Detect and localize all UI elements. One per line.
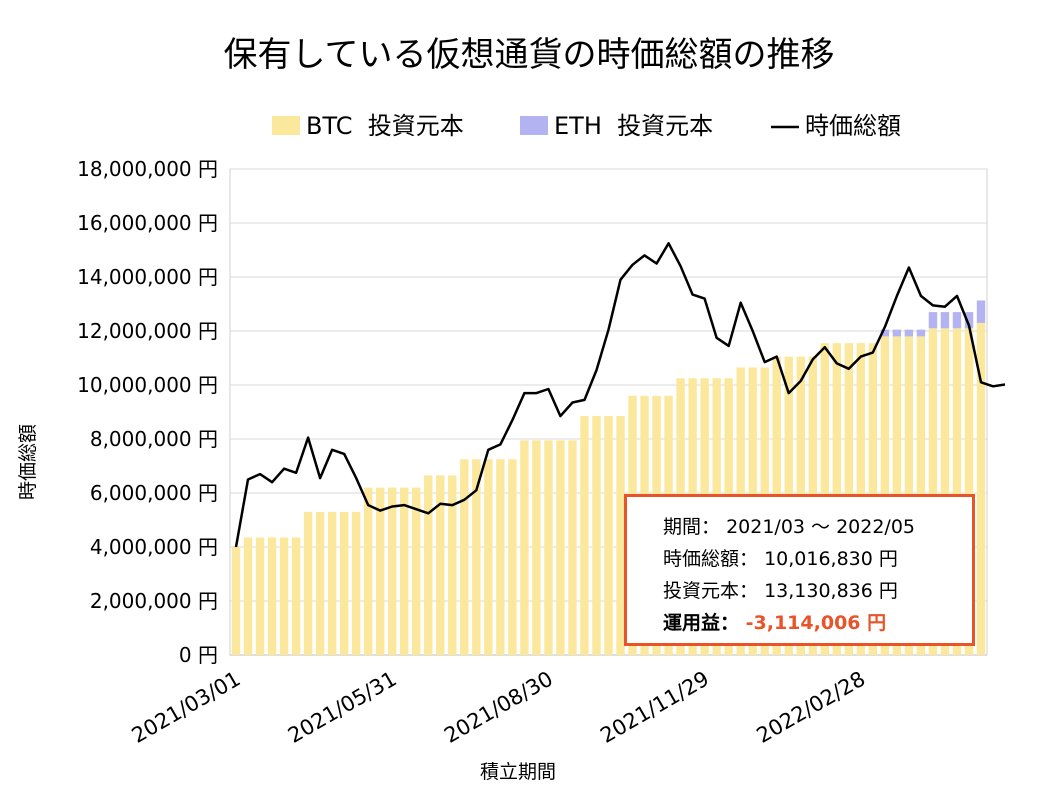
summary-period-label: 期間： bbox=[663, 516, 721, 538]
bar-btc bbox=[424, 475, 433, 655]
x-axis-ticks: 2021/03/01 2021/05/31 2021/08/30 2021/11/29… bbox=[128, 667, 870, 748]
summary-principal: 投資元本： 13,130,836 円 bbox=[663, 575, 972, 607]
legend-label-btc: BTC 投資元本 bbox=[306, 112, 464, 140]
y-tick-label: 0 円 bbox=[179, 643, 218, 667]
y-tick-label: 12,000,000 円 bbox=[77, 319, 218, 343]
bar-btc bbox=[952, 328, 962, 655]
bar-btc bbox=[532, 440, 541, 655]
x-axis-label: 積立期間 bbox=[480, 761, 556, 783]
bar-btc bbox=[520, 440, 529, 655]
bar-btc bbox=[351, 511, 361, 655]
bar-eth bbox=[964, 312, 974, 329]
x-tick-label: 2021/05/31 bbox=[284, 667, 401, 748]
bar-eth bbox=[976, 300, 986, 323]
summary-period-value: 2021/03 ～ 2022/05 bbox=[726, 516, 916, 538]
bar-eth bbox=[952, 312, 962, 329]
chart-title: 保有している仮想通貨の時価総額の推移 bbox=[224, 35, 835, 75]
bar-btc bbox=[556, 440, 565, 655]
y-tick-label: 10,000,000 円 bbox=[77, 373, 218, 397]
legend: BTC 投資元本 ETH 投資元本 時価総額 bbox=[272, 112, 901, 140]
bar-btc bbox=[436, 475, 445, 655]
bar-btc bbox=[412, 487, 421, 655]
bar-eth bbox=[880, 329, 890, 337]
x-tick-label: 2021/11/29 bbox=[596, 667, 713, 748]
bar-eth bbox=[928, 312, 938, 329]
bar-btc bbox=[315, 511, 325, 655]
y-tick-label: 14,000,000 円 bbox=[77, 265, 218, 289]
summary-profit-value: -3,114,006 円 bbox=[745, 612, 887, 634]
bar-btc bbox=[231, 547, 241, 655]
bar-btc bbox=[388, 487, 397, 655]
legend-label-market-value: 時価総額 bbox=[805, 112, 901, 140]
y-tick-label: 8,000,000 円 bbox=[90, 427, 218, 451]
y-tick-label: 4,000,000 円 bbox=[90, 535, 218, 559]
market-value-polyline bbox=[234, 242, 1006, 548]
summary-market-value-value: 10,016,830 円 bbox=[764, 548, 898, 570]
bar-btc bbox=[940, 328, 950, 655]
summary-market-value-label: 時価総額： bbox=[663, 548, 759, 570]
bar-btc bbox=[303, 511, 313, 655]
bar-btc bbox=[448, 475, 457, 655]
legend-swatch-eth bbox=[520, 116, 548, 135]
market-value-line bbox=[234, 242, 1006, 548]
bar-eth bbox=[904, 329, 914, 337]
x-tick-label: 2022/02/28 bbox=[753, 667, 870, 748]
summary-principal-value: 13,130,836 円 bbox=[764, 580, 898, 602]
y-tick-label: 16,000,000 円 bbox=[77, 211, 218, 235]
y-axis-ticks: 0 円 2,000,000 円 4,000,000 円 6,000,000 円 8,00… bbox=[77, 157, 218, 667]
bar-btc bbox=[339, 511, 349, 655]
bar-btc bbox=[460, 459, 469, 655]
bar-btc bbox=[400, 487, 409, 655]
bar-btc bbox=[544, 440, 553, 655]
bar-btc bbox=[976, 322, 986, 655]
bar-btc bbox=[964, 328, 974, 655]
legend-swatch-btc bbox=[272, 116, 300, 135]
bar-btc bbox=[363, 487, 373, 655]
bar-eth bbox=[916, 329, 926, 337]
y-tick-label: 2,000,000 円 bbox=[90, 589, 218, 613]
bar-btc bbox=[508, 459, 517, 655]
summary-profit: 運用益： -3,114,006 円 bbox=[663, 607, 972, 639]
summary-period: 期間： 2021/03 ～ 2022/05 bbox=[663, 511, 972, 543]
bar-btc bbox=[267, 537, 277, 655]
bar-btc bbox=[375, 487, 385, 655]
bar-btc bbox=[243, 537, 253, 655]
bar-btc bbox=[604, 416, 613, 655]
x-tick-label: 2021/03/01 bbox=[128, 667, 245, 748]
bar-btc bbox=[568, 440, 577, 655]
summary-principal-label: 投資元本： bbox=[663, 580, 759, 602]
bar-btc bbox=[484, 459, 493, 655]
y-tick-label: 18,000,000 円 bbox=[77, 157, 218, 181]
bar-btc bbox=[928, 328, 938, 655]
summary-profit-label: 運用益： bbox=[663, 612, 740, 634]
y-tick-label: 6,000,000 円 bbox=[90, 481, 218, 505]
bar-btc bbox=[592, 416, 601, 655]
bar-btc bbox=[279, 537, 289, 655]
bar-btc bbox=[496, 459, 505, 655]
summary-market-value: 時価総額： 10,016,830 円 bbox=[663, 543, 972, 575]
bar-eth bbox=[940, 312, 950, 329]
bar-btc bbox=[291, 537, 301, 655]
y-axis-label: 時価総額 bbox=[17, 424, 39, 500]
bar-eth bbox=[892, 329, 902, 337]
bar-btc bbox=[327, 511, 337, 655]
x-tick-label: 2021/08/30 bbox=[440, 667, 557, 748]
summary-box: 期間： 2021/03 ～ 2022/05 時価総額： 10,016,830 円… bbox=[624, 494, 975, 646]
bar-btc bbox=[616, 416, 625, 655]
bar-btc bbox=[472, 459, 481, 655]
bar-btc bbox=[255, 537, 265, 655]
legend-label-eth: ETH 投資元本 bbox=[554, 112, 713, 140]
bar-btc bbox=[580, 416, 589, 655]
